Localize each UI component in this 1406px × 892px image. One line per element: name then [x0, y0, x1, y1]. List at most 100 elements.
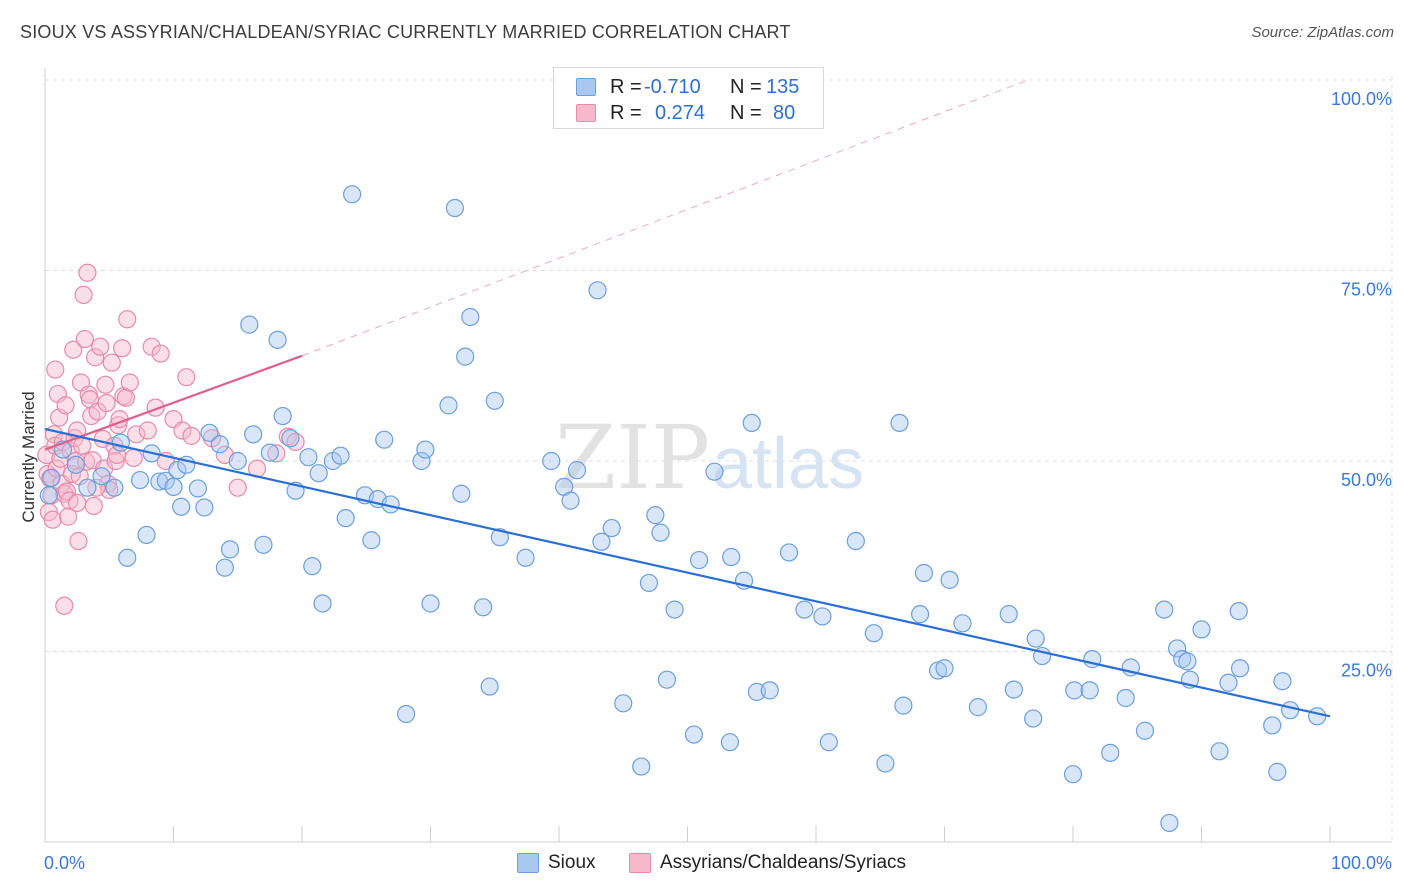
assyrian-point — [127, 425, 146, 444]
legend-r-label: R = — [610, 76, 642, 98]
sioux-point — [313, 594, 332, 613]
sioux-point — [172, 497, 191, 516]
legend-n-value-sioux: 135 — [766, 76, 800, 98]
sioux-point — [657, 670, 677, 689]
assyrian-point — [64, 340, 83, 359]
sioux-point — [66, 455, 85, 474]
sioux-point — [864, 624, 883, 643]
sioux-point — [632, 757, 651, 776]
sioux-point — [542, 451, 561, 471]
assyrian-point — [55, 596, 74, 615]
assyrian-point — [151, 344, 170, 363]
legend-swatch-sioux — [576, 78, 596, 96]
sioux-trend-line — [44, 427, 1331, 718]
assyrian-point — [86, 348, 105, 367]
assyrian-point — [75, 329, 94, 349]
sioux-point — [78, 478, 97, 497]
legend-r-value-assyrian: 0.274 — [655, 102, 706, 124]
sioux-point — [567, 461, 587, 480]
sioux-point — [303, 557, 322, 576]
chart-title: SIOUX VS ASSYRIAN/CHALDEAN/SYRIAC CURREN… — [20, 22, 791, 42]
sioux-point — [1116, 688, 1135, 708]
sioux-point — [220, 540, 240, 559]
sioux-point — [1155, 600, 1174, 619]
sioux-point — [299, 448, 318, 467]
axes — [44, 68, 1392, 843]
sioux-point — [1308, 707, 1327, 726]
sioux-point — [42, 468, 61, 487]
sioux-point — [846, 531, 865, 551]
sioux-point — [375, 430, 394, 449]
zipatlas-watermark: ZIP atlas — [555, 406, 864, 509]
sioux-point — [210, 435, 229, 454]
y-tick-label: 50.0% — [1341, 470, 1392, 490]
sioux-point — [461, 307, 480, 327]
sioux-point — [343, 185, 362, 204]
assyrian-point — [43, 510, 62, 529]
sioux-point — [188, 479, 208, 498]
sioux-point — [720, 733, 740, 752]
x-tick-label: 100.0% — [1331, 853, 1392, 873]
assyrian-points — [37, 263, 305, 615]
sioux-point — [795, 600, 814, 619]
assyrian-point — [142, 337, 161, 356]
sioux-point — [953, 614, 972, 633]
sioux-point — [1192, 620, 1211, 639]
legend-n-label: N = — [730, 102, 762, 124]
sioux-point — [684, 725, 704, 744]
legend-r-value-sioux: -0.710 — [644, 76, 701, 98]
sioux-point — [1268, 762, 1287, 781]
sioux-point — [260, 443, 279, 462]
sioux-point — [240, 315, 259, 334]
sioux-point — [651, 523, 670, 542]
sioux-point — [309, 464, 328, 483]
sioux-point — [1063, 765, 1083, 784]
assyrian-point — [173, 421, 192, 440]
sioux-point — [150, 472, 169, 491]
x-tick-label: 0.0% — [44, 853, 85, 873]
sioux-point — [940, 570, 959, 589]
assyrian-point — [91, 337, 110, 356]
sioux-point — [1230, 659, 1250, 678]
assyrian-point — [77, 452, 96, 471]
watermark-zip: ZIP — [555, 406, 710, 509]
assyrian-point — [267, 444, 286, 463]
assyrian-point — [96, 375, 115, 394]
sioux-point — [890, 413, 909, 432]
sioux-point — [244, 425, 263, 444]
sioux-point — [760, 681, 779, 700]
source-label: Source: ZipAtlas.com — [1251, 24, 1394, 41]
legend-n-label: N = — [730, 76, 762, 98]
sioux-point — [331, 446, 350, 465]
sioux-point — [779, 543, 799, 562]
sioux-point — [1080, 681, 1099, 700]
sioux-point — [1219, 673, 1238, 692]
sioux-point — [164, 477, 183, 497]
sioux-point — [195, 498, 214, 517]
sioux-point — [452, 484, 471, 503]
sioux-point — [480, 677, 499, 696]
sioux-point — [268, 330, 287, 349]
sioux-point — [588, 281, 607, 300]
assyrian-point — [102, 353, 121, 372]
sioux-points — [39, 185, 1327, 833]
sioux-point — [1004, 680, 1023, 699]
sioux-point — [137, 525, 156, 545]
sioux-point — [910, 605, 930, 624]
legend-n-value-assyrian: 80 — [773, 102, 796, 124]
sioux-point — [665, 600, 684, 619]
sioux-point — [1167, 639, 1187, 658]
sioux-point — [742, 413, 761, 432]
assyrian-point — [177, 368, 196, 387]
sioux-point — [1229, 602, 1248, 621]
sioux-point — [914, 563, 934, 583]
sioux-point — [561, 491, 580, 510]
sioux-point — [614, 694, 633, 713]
y-tick-label: 100.0% — [1331, 89, 1392, 109]
sioux-point — [592, 532, 611, 551]
y-tick-label: 25.0% — [1341, 661, 1392, 681]
assyrian-point — [182, 426, 201, 445]
stats-legend: R = -0.710 N = 135 R = 0.274 N = 80 — [553, 67, 824, 129]
sioux-point — [421, 594, 440, 613]
sioux-point — [362, 531, 381, 550]
